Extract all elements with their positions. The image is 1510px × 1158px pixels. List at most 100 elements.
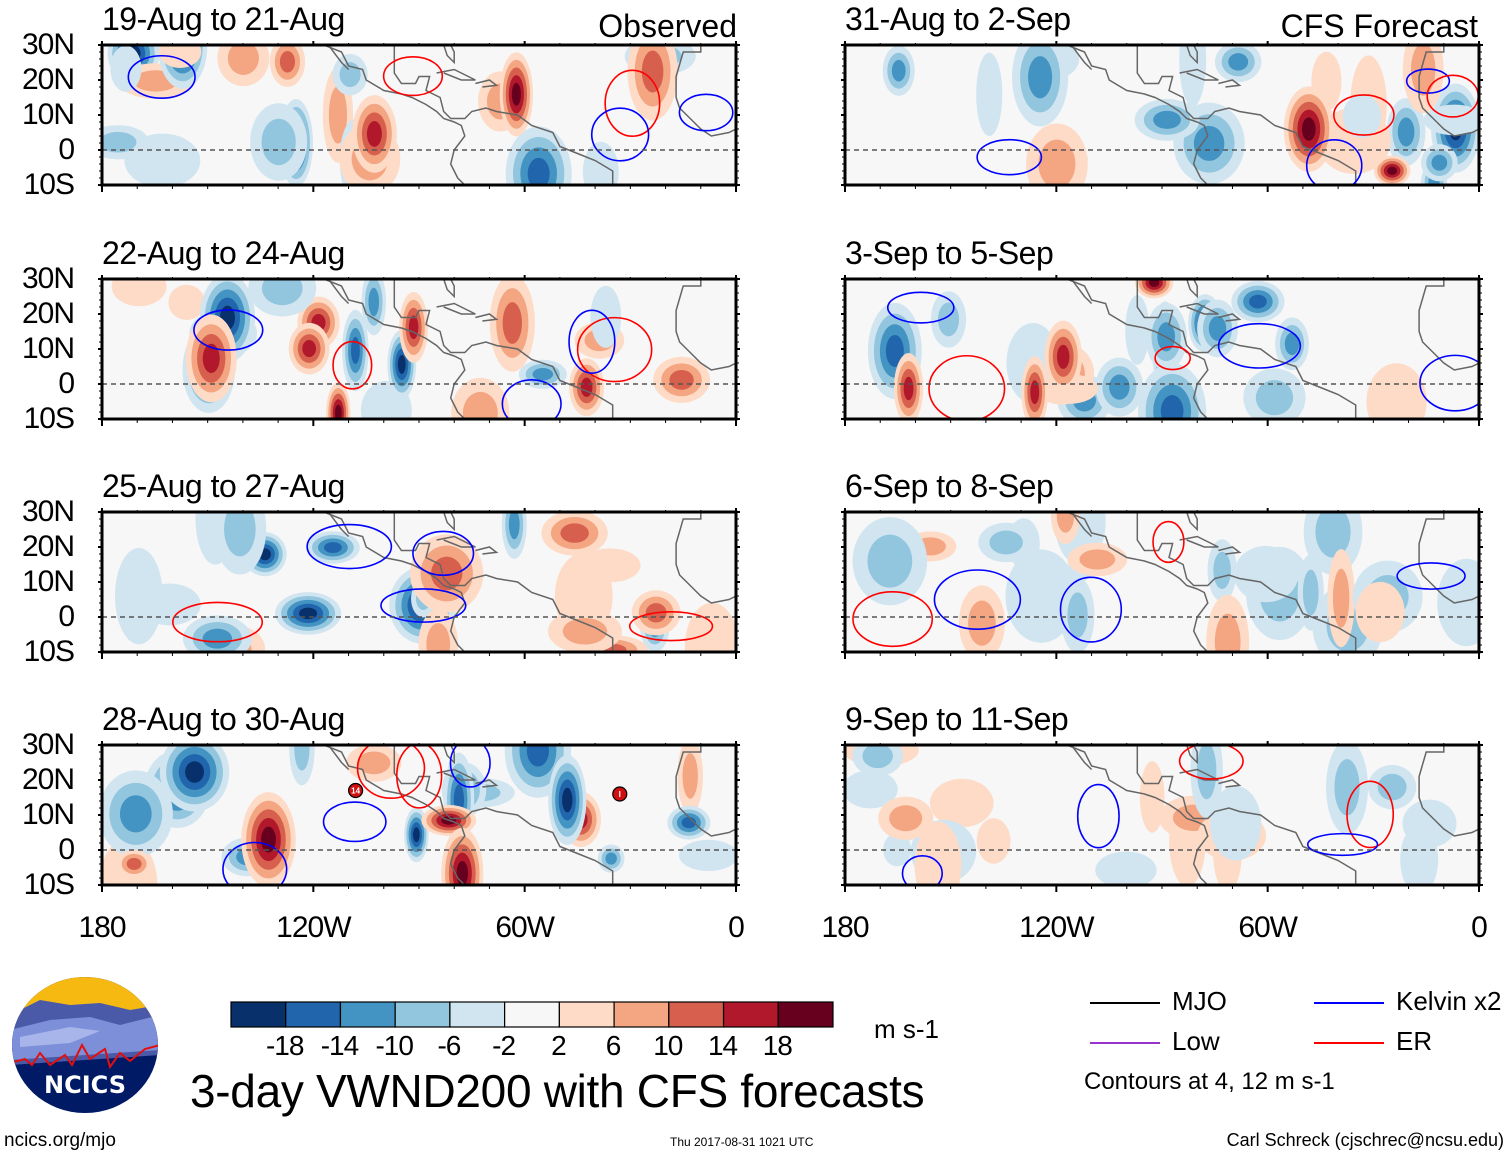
coastline [1218,79,1242,88]
coastline [1185,745,1198,765]
coastline [1418,512,1479,604]
anomaly-contour [1213,551,1231,590]
anomaly-contour [1208,316,1227,341]
coastline [393,279,614,419]
colorbar-swatch [668,1001,725,1028]
lat-tick-label: 10N [21,332,75,365]
anomaly-contour [1153,110,1181,129]
coastline [1185,512,1198,532]
anomaly-contour [508,512,520,540]
anomaly-contour [1030,380,1040,405]
colorbar-swatch [613,1001,670,1028]
coastline [675,512,736,604]
coastline [327,45,350,71]
anomaly-contour [1355,581,1405,643]
anomaly-contour [1315,512,1351,558]
anomaly-contour [261,279,303,306]
coastline [1185,45,1198,65]
coastline [323,279,466,419]
map-panel [98,41,740,192]
coastline [442,279,455,299]
legend-label: MJO [1172,986,1227,1016]
anomaly-contour [168,284,205,320]
kelvin-contour [1306,832,1379,857]
colorbar-tick-label: 2 [551,1030,567,1061]
coastline [323,512,466,652]
anomaly-contour [968,600,996,646]
coastline [327,745,350,771]
colorbar-tick-label: 10 [653,1030,683,1061]
kelvin-contour [193,309,264,351]
anomaly-contour [426,623,451,652]
ncics-logo: NCICS [12,977,158,1113]
storm-label: I [619,790,621,799]
legend-label: Kelvin x2 [1396,986,1502,1016]
anomaly-contour [903,376,914,401]
anomaly-contour [1366,363,1427,419]
coastline [1066,512,1209,652]
coastline [1218,779,1242,788]
coastline [1418,45,1479,137]
anomaly-contour [328,86,348,144]
er-contour [356,745,426,800]
kelvin-contour [1076,783,1120,849]
coastline [436,68,476,81]
er-contour [928,354,1006,419]
anomaly-contour [302,340,316,358]
panel-title: 28-Aug to 30-Aug [102,701,345,737]
anomaly-contour [1387,166,1398,175]
colorbar-swatch [449,1001,506,1028]
colorbar-tick-label: -14 [320,1030,359,1061]
lat-tick-label: 0 [58,367,75,400]
main-title: 3-day VWND200 with CFS forecasts [190,1065,925,1117]
anomaly-contour [1038,139,1076,185]
anomaly-contour [883,832,912,867]
kelvin-contour [222,841,288,885]
lat-tick-label: 20N [21,530,75,563]
anomaly-contour [408,315,419,340]
coastline [475,546,499,555]
anomaly-contour [1193,125,1225,161]
coastline [1070,279,1093,305]
observed-label: Observed [598,8,737,44]
logo-text: NCICS [44,1071,126,1099]
anomaly-contour [102,131,137,153]
anomaly-contour [1377,773,1407,801]
colorbar-swatch [285,1001,342,1028]
coastline [1185,279,1198,299]
footer-url[interactable]: ncics.org/mjo [4,1130,116,1151]
anomaly-contour [562,618,608,645]
lat-tick-label: 10N [21,798,75,831]
anomaly-contour [885,334,904,368]
anomaly-contour [914,821,962,885]
coastline [675,279,736,371]
anomaly-contour [185,761,204,783]
lat-tick-label: 10N [21,565,75,598]
colorbar-units: m s-1 [874,1014,939,1044]
kelvin-contour [1305,138,1363,185]
anomaly-contour [1410,45,1436,96]
colorbar-swatch [230,1001,287,1028]
lon-tick-label: 60W [495,911,555,944]
anomaly-contour [1402,799,1457,848]
anomaly-contour [1067,592,1088,638]
anomaly-contour [158,45,202,68]
contour-note: Contours at 4, 12 m s-1 [1084,1068,1335,1095]
lat-tick-label: 0 [58,133,75,166]
coastline [1179,68,1219,81]
anomaly-contour [397,354,406,374]
lon-tick-label: 180 [821,911,869,944]
storm-label: 14 [351,787,360,796]
coastline [1218,546,1242,555]
anomaly-contour [357,751,391,775]
anomaly-contour [368,287,380,317]
coastline [475,313,499,322]
lat-tick-label: 10N [21,98,75,131]
anomaly-contour [1079,549,1116,570]
lat-tick-label: 10S [23,402,75,435]
er-contour [628,611,714,642]
er-contour [1346,780,1395,849]
er-contour [852,590,934,648]
er-contour [382,56,444,97]
coastline [393,745,614,885]
